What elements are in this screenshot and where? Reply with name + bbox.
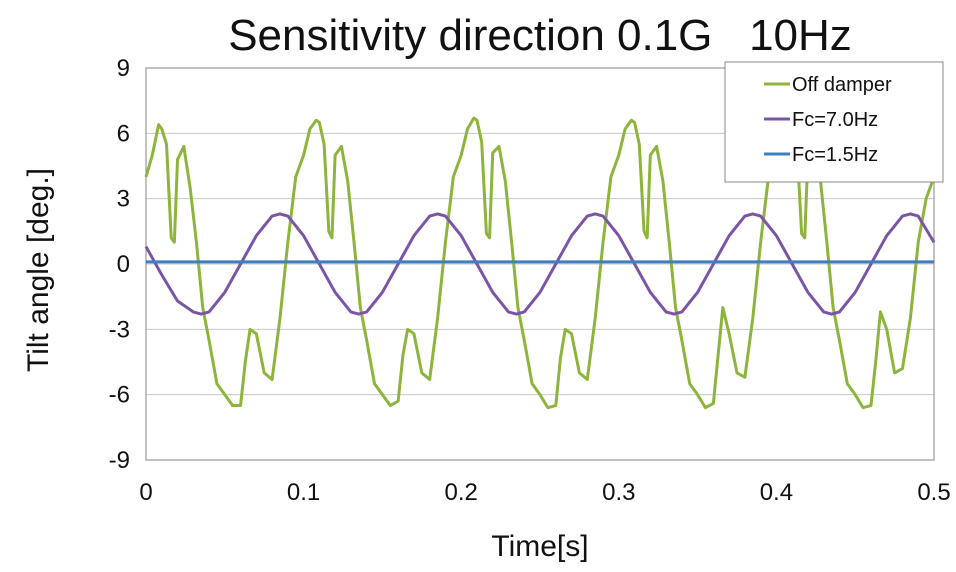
x-tick-label: 0.2 <box>445 479 478 506</box>
plot-area-frame <box>145 67 935 461</box>
y-tick-label: 3 <box>117 186 130 213</box>
y-tick-labels: 9 6 3 0 -3 -6 -9 <box>109 55 130 474</box>
y-tick-label: -3 <box>109 316 130 343</box>
x-axis-label: Time[s] <box>491 530 588 563</box>
y-tick-label: 9 <box>117 55 130 82</box>
legend-label: Off damper <box>792 74 892 96</box>
x-tick-labels: 0 0.1 0.2 0.3 0.4 0.5 <box>139 479 950 506</box>
legend-box <box>724 61 944 183</box>
y-tick-label: -6 <box>109 382 130 409</box>
x-tick-label: 0 <box>139 479 152 506</box>
y-axis-label: Tilt angle [deg.] <box>22 168 55 372</box>
legend-label: Fc=1.5Hz <box>792 144 878 166</box>
y-tick-label: 6 <box>117 120 130 147</box>
x-tick-label: 0.4 <box>760 479 793 506</box>
x-tick-label: 0.1 <box>287 479 320 506</box>
legend: Off damper Fc=7.0Hz Fc=1.5Hz <box>724 61 944 183</box>
chart-title: Sensitivity direction 0.1G 10Hz <box>228 11 852 60</box>
y-tick-label: -9 <box>109 447 130 474</box>
x-tick-label: 0.5 <box>917 479 950 506</box>
x-tick-label: 0.3 <box>602 479 635 506</box>
y-tick-label: 0 <box>117 251 130 278</box>
legend-label: Fc=7.0Hz <box>792 109 878 131</box>
series-line-1 <box>144 212 936 316</box>
